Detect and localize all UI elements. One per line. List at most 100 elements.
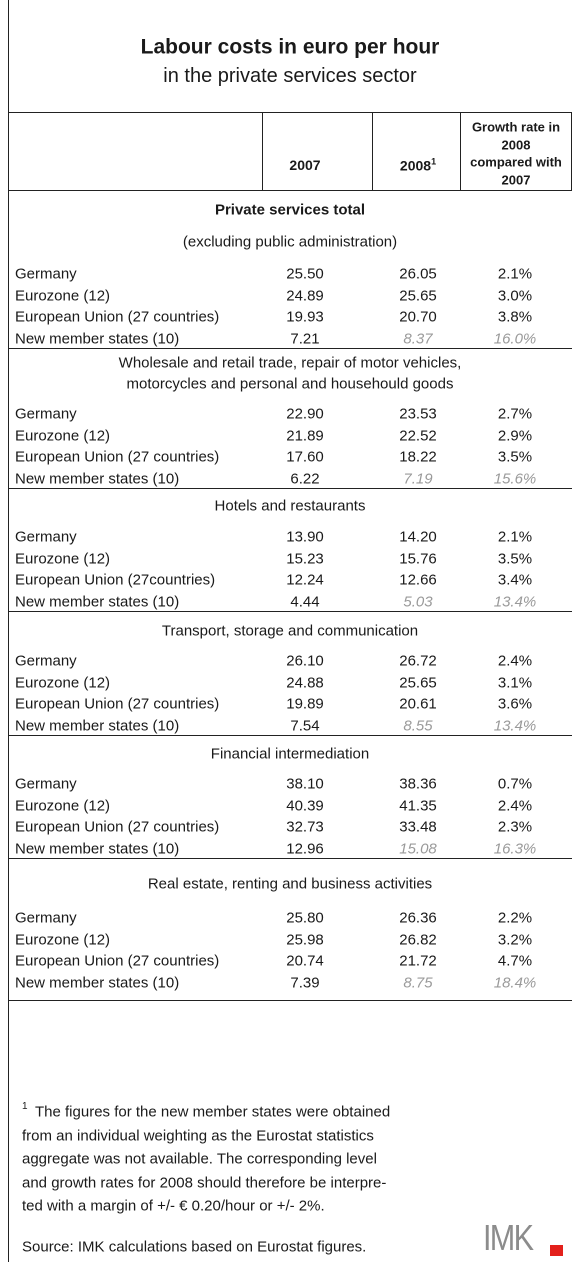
cell-value: 2.3%	[497, 818, 533, 836]
cell-value: 38.36	[399, 775, 437, 793]
cell-value: 20.70	[399, 308, 437, 326]
row-label: Germany	[15, 909, 77, 927]
row-label: Eurozone (12)	[15, 287, 111, 305]
cell-value: 2.4%	[497, 652, 533, 670]
cell-value: 3.2%	[497, 931, 533, 949]
cell-value: 7.19	[403, 470, 433, 488]
cell-value: 25.80	[286, 909, 324, 927]
cell-value: 3.4%	[497, 571, 533, 589]
cell-value: 22.52	[399, 427, 437, 445]
cell-value: 16.0%	[493, 330, 537, 348]
cell-value: 23.53	[399, 405, 437, 423]
footnote-marker: 1	[22, 1101, 28, 1112]
column-header: 2007	[289, 157, 321, 173]
section-title: Transport, storage and communication	[161, 622, 419, 640]
cell-value: 32.73	[286, 818, 324, 836]
row-label: New member states (10)	[15, 593, 180, 611]
cell-value: 2.1%	[497, 265, 533, 283]
section-subtitle: (excluding public administration)	[182, 233, 398, 251]
column-header: 20081	[399, 156, 437, 174]
section-rule	[8, 348, 572, 349]
column-header: compared with	[470, 154, 562, 170]
cell-value: 20.61	[399, 695, 437, 713]
row-label: Germany	[15, 265, 77, 283]
cell-value: 2.4%	[497, 797, 533, 815]
footnote-line: ted with a margin of +/- € 0.20/hour or …	[22, 1197, 325, 1215]
row-label: New member states (10)	[15, 717, 180, 735]
cell-value: 17.60	[286, 448, 324, 466]
cell-value: 25.98	[286, 931, 324, 949]
cell-value: 6.22	[290, 470, 320, 488]
row-label: New member states (10)	[15, 330, 180, 348]
cell-value: 12.24	[286, 571, 324, 589]
frame-left	[8, 0, 9, 1262]
cell-value: 8.55	[403, 717, 433, 735]
row-label: Germany	[15, 528, 77, 546]
cell-value: 2.2%	[497, 909, 533, 927]
cell-value: 25.65	[399, 287, 437, 305]
row-label: Germany	[15, 775, 77, 793]
section-title: Hotels and restaurants	[214, 497, 366, 515]
cell-value: 2.1%	[497, 528, 533, 546]
row-label: Eurozone (12)	[15, 674, 111, 692]
cell-value: 15.23	[286, 550, 324, 568]
column-header: 2007	[501, 172, 531, 188]
cell-value: 14.20	[399, 528, 437, 546]
section-rule	[8, 735, 572, 736]
section-rule	[8, 858, 572, 859]
row-label: Eurozone (12)	[15, 797, 111, 815]
cell-value: 15.08	[399, 840, 437, 858]
cell-value: 0.7%	[497, 775, 533, 793]
row-label: Eurozone (12)	[15, 931, 111, 949]
row-label: New member states (10)	[15, 974, 180, 992]
cell-value: 33.48	[399, 818, 437, 836]
row-label: European Union (27 countries)	[15, 818, 220, 836]
cell-value: 26.72	[399, 652, 437, 670]
cell-value: 7.21	[290, 330, 320, 348]
logo-mark	[550, 1245, 563, 1256]
cell-value: 3.1%	[497, 674, 533, 692]
cell-value: 12.96	[286, 840, 324, 858]
row-label: Germany	[15, 405, 77, 423]
section-rule	[8, 611, 572, 612]
row-label: European Union (27countries)	[15, 571, 216, 589]
header-bottom	[8, 190, 572, 191]
cell-value: 3.8%	[497, 308, 533, 326]
cell-value: 25.65	[399, 674, 437, 692]
cell-value: 25.50	[286, 265, 324, 283]
column-header-year: 2008	[399, 157, 432, 174]
cell-value: 26.82	[399, 931, 437, 949]
row-label: European Union (27 countries)	[15, 695, 220, 713]
cell-value: 41.35	[399, 797, 437, 815]
column-header: Growth rate in	[471, 119, 561, 135]
subtitle: in the private services sector	[163, 65, 417, 87]
column-divider	[460, 112, 461, 190]
cell-value: 26.36	[399, 909, 437, 927]
cell-value: 24.89	[286, 287, 324, 305]
cell-value: 13.4%	[493, 717, 537, 735]
cell-value: 7.54	[290, 717, 320, 735]
cell-value: 7.39	[290, 974, 320, 992]
cell-value: 21.89	[286, 427, 324, 445]
cell-value: 40.39	[286, 797, 324, 815]
cell-value: 3.0%	[497, 287, 533, 305]
cell-value: 12.66	[399, 571, 437, 589]
footnote-line: aggregate was not available. The corresp…	[22, 1150, 377, 1168]
cell-value: 3.6%	[497, 695, 533, 713]
column-divider	[262, 112, 263, 190]
cell-value: 26.10	[286, 652, 324, 670]
row-label: European Union (27 countries)	[15, 952, 220, 970]
cell-value: 15.76	[399, 550, 437, 568]
section-rule	[8, 1000, 572, 1001]
cell-value: 26.05	[399, 265, 437, 283]
row-label: European Union (27 countries)	[15, 448, 220, 466]
cell-value: 38.10	[286, 775, 324, 793]
footnote-marker: 1	[431, 156, 437, 167]
column-divider	[372, 112, 373, 190]
cell-value: 3.5%	[497, 550, 533, 568]
footnote-line: from an individual weighting as the Euro…	[22, 1127, 374, 1145]
section-title: Private services total	[214, 201, 366, 219]
cell-value: 13.90	[286, 528, 324, 546]
section-title: motorcycles and personal and househould …	[126, 375, 454, 393]
cell-value: 8.75	[403, 974, 433, 992]
